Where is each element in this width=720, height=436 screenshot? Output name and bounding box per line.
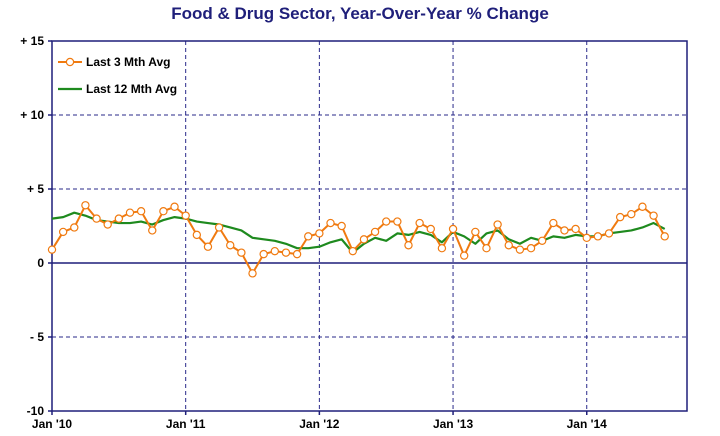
data-point-last-3-mth-avg [326,218,335,228]
data-point-last-3-mth-avg [192,230,202,240]
y-tick-label: 0 [37,256,44,270]
y-tick-label: - 5 [30,330,44,344]
data-point-last-3-mth-avg [136,206,146,216]
data-point-last-3-mth-avg [615,212,625,222]
data-point-last-3-mth-avg [504,241,513,250]
data-point-last-3-mth-avg [237,248,246,257]
y-axis: + 15 + 10 + 5 0 - 5 -10 [20,34,52,418]
data-point-last-3-mth-avg [159,206,168,216]
data-point-last-3-mth-avg [47,245,57,254]
x-tick-label: Jan '11 [166,417,206,431]
data-point-last-3-mth-avg [248,269,257,278]
grid-lines [52,41,687,411]
data-point-last-3-mth-avg [426,224,435,234]
data-point-last-3-mth-avg [370,227,380,237]
legend-marker-last-3-mth-avg [65,57,75,67]
data-point-last-3-mth-avg [148,226,157,235]
data-point-last-3-mth-avg [348,246,357,256]
data-point-last-3-mth-avg [203,242,213,251]
legend-label-last-3-mth-avg: Last 3 Mth Avg [86,55,170,69]
data-point-last-3-mth-avg [404,241,413,250]
data-point-last-3-mth-avg [226,241,235,250]
data-point-last-3-mth-avg [214,223,224,232]
data-point-last-3-mth-avg [660,232,669,241]
data-point-last-3-mth-avg [448,224,458,234]
data-point-last-3-mth-avg [292,249,302,259]
y-tick-label: + 10 [20,108,44,122]
plot-area-frame [51,40,688,412]
data-point-last-3-mth-avg [70,223,79,232]
data-point-last-3-mth-avg [482,243,491,253]
data-point-last-3-mth-avg [125,208,135,217]
y-tick-label: + 15 [20,34,44,48]
chart-title: Food & Drug Sector, Year-Over-Year % Cha… [171,4,549,23]
data-point-last-3-mth-avg [259,249,268,259]
data-point-last-3-mth-avg [471,227,480,237]
data-point-last-3-mth-avg [393,217,402,226]
data-point-last-3-mth-avg [382,217,391,226]
data-point-last-3-mth-avg [315,229,324,238]
data-point-last-3-mth-avg [304,232,313,241]
data-point-last-3-mth-avg [493,220,502,229]
data-point-last-3-mth-avg [437,243,447,253]
data-point-last-3-mth-avg [549,218,558,228]
data-point-last-3-mth-avg [526,243,536,253]
series-layer [47,201,669,278]
data-point-last-3-mth-avg [593,232,603,241]
data-point-last-3-mth-avg [638,202,647,211]
data-point-last-3-mth-avg [582,233,591,243]
data-point-last-3-mth-avg [604,229,614,238]
y-tick-label: + 5 [27,182,44,196]
x-tick-label: Jan '14 [567,417,608,431]
data-point-last-3-mth-avg [114,214,124,223]
data-point-last-3-mth-avg [58,227,68,237]
data-point-last-3-mth-avg [537,236,547,245]
data-point-last-3-mth-avg [415,218,424,228]
data-point-last-3-mth-avg [649,211,658,220]
x-axis: Jan '10 Jan '11 Jan '12 Jan '13 Jan '14 [32,411,607,431]
data-point-last-3-mth-avg [359,235,369,244]
data-point-last-3-mth-avg [81,201,90,210]
series-line-last-12-mth-avg [51,211,666,254]
data-point-last-3-mth-avg [515,245,525,254]
x-tick-label: Jan '12 [299,417,340,431]
x-tick-label: Jan '13 [433,417,474,431]
data-point-last-3-mth-avg [571,224,580,234]
legend: Last 3 Mth Avg Last 12 Mth Avg [58,55,177,96]
data-point-last-3-mth-avg [103,220,112,229]
data-point-last-3-mth-avg [281,248,291,257]
data-point-last-3-mth-avg [627,209,636,219]
data-point-last-3-mth-avg [270,246,280,256]
data-point-last-3-mth-avg [181,211,190,220]
legend-label-last-12-mth-avg: Last 12 Mth Avg [86,82,177,96]
x-tick-label: Jan '10 [32,417,73,431]
data-point-last-3-mth-avg [560,226,569,235]
data-point-last-3-mth-avg [170,202,179,211]
y-tick-label: -10 [27,404,45,418]
data-point-last-3-mth-avg [92,214,101,223]
data-point-last-3-mth-avg [459,251,469,260]
data-point-last-3-mth-avg [337,221,346,231]
